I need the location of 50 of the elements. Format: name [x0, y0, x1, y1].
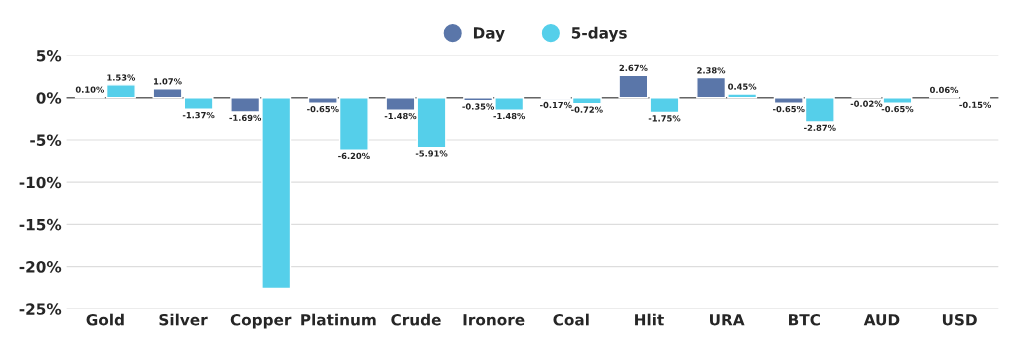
y-tick-label: -25%: [19, 303, 62, 315]
x-tick-label: Crude: [391, 313, 441, 326]
data-label: 0.45%: [728, 83, 757, 90]
x-tick-label: Hlit: [635, 313, 664, 326]
y-tick-label: -10%: [19, 176, 62, 189]
data-label: -0.15%: [959, 101, 992, 108]
y-tick-label: -20%: [19, 261, 62, 273]
x-tick-label: BTC: [789, 313, 820, 326]
data-label: 2.38%: [697, 67, 726, 74]
data-label: -5.91%: [415, 150, 448, 157]
y-tick-label: 5%: [36, 49, 62, 62]
data-label: -2.87%: [804, 124, 836, 131]
y-tick-label: -15%: [19, 218, 62, 231]
bar: [618, 74, 649, 99]
y-tick-label: 0%: [36, 92, 62, 104]
x-tick-label: URA: [710, 314, 745, 326]
data-label: 2.67%: [619, 64, 648, 72]
bar: [152, 88, 183, 99]
y-tick-label: -5%: [30, 134, 62, 146]
data-label: -0.02%: [850, 100, 883, 107]
data-label: -0.65%: [881, 105, 914, 113]
data-label: -0.65%: [773, 105, 805, 113]
data-label: -0.35%: [462, 103, 495, 110]
legend-label: Day: [473, 27, 505, 42]
x-tick-label: USD: [942, 313, 977, 326]
x-tick-label: Silver: [159, 313, 208, 326]
x-tick-label: Ironore: [463, 314, 525, 326]
bar: [183, 97, 214, 111]
data-label: 1.07%: [153, 78, 182, 85]
x-tick-label: Platinum: [301, 313, 376, 326]
data-label: -1.48%: [384, 112, 417, 120]
data-label: -0.17%: [540, 101, 572, 109]
x-tick-label: Copper: [230, 313, 292, 329]
bar: [649, 97, 680, 114]
x-tick-label: Coal: [553, 313, 589, 326]
data-label: -1.37%: [182, 111, 215, 119]
bar: [385, 97, 416, 111]
data-label: -1.69%: [229, 114, 262, 121]
data-label: 1.53%: [107, 74, 136, 81]
x-tick-label: Gold: [86, 313, 124, 326]
data-label: -1.48%: [493, 112, 526, 120]
legend-label: 5-days: [571, 26, 627, 42]
data-label: -1.75%: [648, 115, 681, 122]
bar: [416, 97, 447, 149]
data-label: 0.10%: [75, 86, 105, 93]
data-label: -0.72%: [571, 106, 603, 113]
data-label: -6.20%: [338, 152, 370, 160]
x-tick-label: AUD: [863, 314, 900, 326]
data-label: 0.06%: [929, 86, 959, 94]
data-label: -0.65%: [307, 105, 339, 113]
